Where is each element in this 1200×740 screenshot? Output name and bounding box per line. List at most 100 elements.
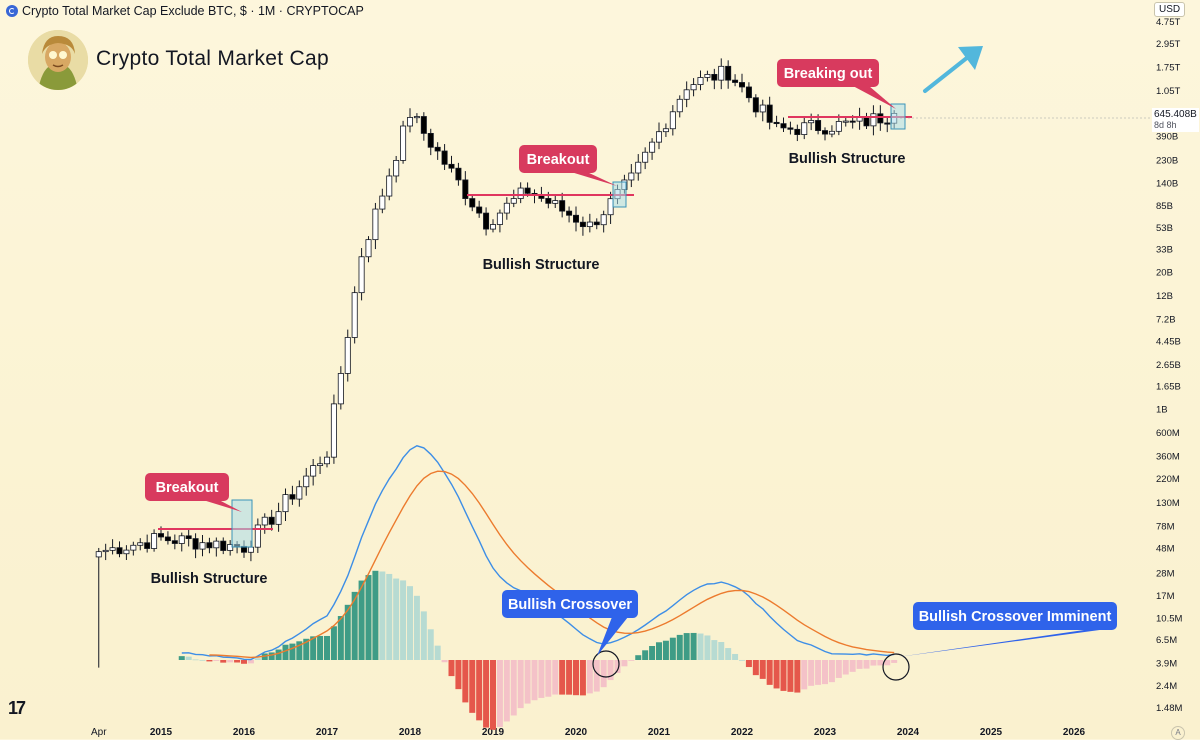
macd-histogram-bar: [296, 641, 303, 660]
macd-histogram-bar: [289, 643, 296, 660]
candle-body: [842, 120, 849, 123]
candle-body: [282, 494, 289, 513]
candle-body: [745, 86, 752, 99]
candle-body: [662, 128, 669, 133]
candle-body: [441, 150, 448, 165]
candle-body: [151, 533, 158, 549]
macd-histogram-bar: [524, 660, 531, 704]
candle-body: [683, 89, 690, 100]
macd-histogram-bar: [496, 660, 503, 727]
candle-body: [310, 465, 317, 477]
candle-body: [254, 524, 261, 548]
y-tick-label: 1B: [1156, 405, 1168, 416]
macd-histogram-bar: [241, 660, 247, 664]
callout-box: [913, 602, 1117, 630]
y-tick-label: 2.95T: [1156, 39, 1180, 50]
x-tick-label: 2022: [731, 727, 754, 738]
y-tick-label: 220M: [1156, 474, 1180, 485]
callout-box: [777, 59, 879, 87]
macd-histogram-bar: [206, 660, 213, 662]
macd-histogram-bar: [227, 660, 234, 663]
macd-histogram-bar: [739, 659, 745, 661]
auto-scale-button[interactable]: A: [1171, 726, 1185, 740]
macd-lines: [181, 445, 895, 661]
candle-body: [628, 172, 635, 181]
y-tick-label: 4.45B: [1156, 336, 1181, 347]
candle-body: [503, 202, 510, 214]
macd-histogram-bar: [469, 660, 476, 713]
tradingview-logo[interactable]: 17: [8, 698, 26, 718]
macd-histogram-bar: [815, 660, 822, 685]
candle-body: [109, 547, 116, 551]
candle-body: [379, 195, 386, 210]
macd-histogram-bar: [552, 660, 559, 695]
macd-histogram-bar: [199, 659, 206, 661]
candle-body: [220, 540, 227, 551]
y-tick-label: 33B: [1156, 245, 1173, 256]
up-arrow-shaft: [923, 55, 970, 93]
callout-label: Breakout: [527, 152, 590, 168]
y-tick-label: 600M: [1156, 428, 1180, 439]
candle-body: [586, 221, 593, 228]
macd-histogram-bar: [842, 660, 849, 675]
candle-body: [351, 292, 358, 338]
macd-histogram-bar: [600, 660, 607, 688]
macd-histogram-bar: [490, 660, 496, 730]
y-tick-label: 20B: [1156, 267, 1173, 278]
candle-body: [372, 208, 379, 241]
candle-body: [413, 116, 420, 119]
macd-histogram-bar: [483, 660, 490, 728]
macd-histogram-bar: [400, 580, 407, 660]
y-tick-label: 28M: [1156, 568, 1175, 579]
annotations: Breakout Bullish Structure Breakout Bullish…: [145, 46, 1150, 681]
macd-histogram-bar: [213, 660, 220, 661]
y-tick-label: 230B: [1156, 156, 1178, 167]
macd-histogram-bar: [268, 652, 275, 660]
y-tick-label: 6.5M: [1156, 635, 1177, 646]
y-tick-label: 2.4M: [1156, 681, 1177, 692]
macd-histogram-bar: [282, 644, 289, 660]
macd-histogram: [178, 570, 898, 730]
y-tick-label: 1.65B: [1156, 382, 1181, 393]
candle-body: [337, 373, 344, 405]
candle-body: [607, 198, 614, 216]
macd-histogram-bar: [745, 660, 752, 668]
x-tick-label: Apr: [91, 727, 107, 738]
macd-histogram-bar: [192, 659, 199, 661]
macd-histogram-bar: [503, 660, 510, 722]
macd-histogram-bar: [545, 660, 552, 697]
candle-body: [95, 551, 102, 558]
y-tick-label: 7.2B: [1156, 314, 1176, 325]
candle-body: [469, 198, 476, 208]
candle-body: [739, 82, 746, 88]
macd-histogram-bar: [642, 650, 649, 660]
macd-histogram-bar: [649, 646, 656, 660]
symbol-title[interactable]: Crypto Total Market Cap Exclude BTC, $ ·…: [22, 4, 364, 18]
macd-histogram-bar: [559, 660, 566, 695]
macd-histogram-bar: [462, 660, 469, 703]
candle-body: [711, 74, 718, 81]
y-tick-label: 1.05T: [1156, 86, 1180, 97]
y-tick-label: 4.75T: [1156, 17, 1180, 28]
candle-body: [317, 463, 324, 466]
macd-histogram-bar: [434, 645, 441, 660]
candle-body: [676, 98, 683, 113]
breakout-box: [231, 499, 253, 548]
candle-body: [759, 104, 766, 113]
x-tick-label: 2019: [482, 727, 505, 738]
y-tick-label: 130M: [1156, 498, 1180, 509]
macd-histogram-bar: [379, 571, 386, 660]
macd-histogram-bar: [566, 660, 573, 695]
macd-histogram-bar: [420, 611, 427, 660]
macd-histogram-bar: [510, 660, 517, 716]
candle-body: [400, 125, 407, 161]
candle-body: [780, 123, 787, 129]
x-tick-label: 2021: [648, 727, 671, 738]
macd-histogram-bar: [808, 660, 815, 686]
currency-selector[interactable]: USD: [1154, 2, 1186, 17]
candle-body: [579, 221, 586, 228]
x-axis: Apr 2015 2016 2017 2018 2019 2020 2021 2022 2023 2…: [91, 727, 1086, 738]
candle-body: [247, 546, 254, 553]
callout-box: [145, 473, 229, 501]
